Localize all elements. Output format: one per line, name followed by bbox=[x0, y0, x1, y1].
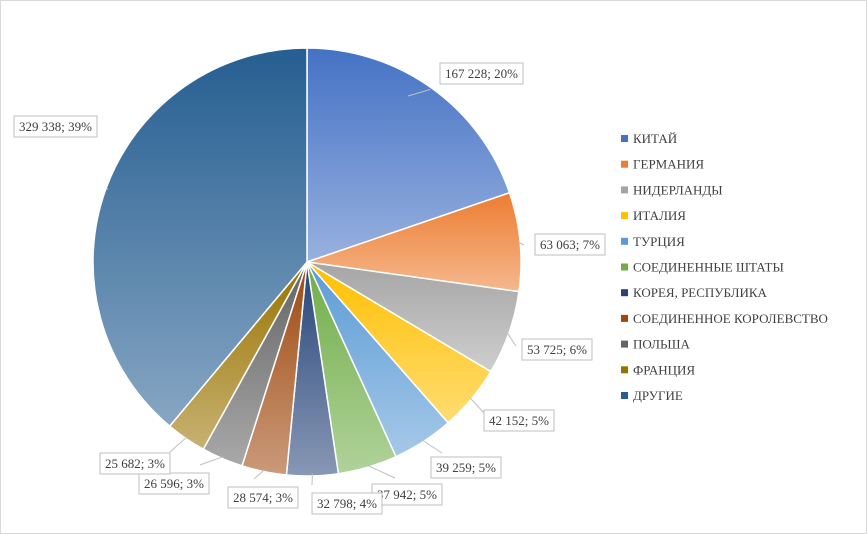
data-label-box bbox=[227, 486, 299, 509]
legend-label-соединенные-штаты: СОЕДИНЕННЫЕ ШТАТЫ bbox=[633, 260, 784, 275]
leader-line bbox=[199, 456, 224, 466]
legend-swatch-германия bbox=[621, 160, 628, 168]
data-label-box bbox=[138, 472, 210, 495]
data-label-италия: 42 152; 5% bbox=[489, 413, 549, 428]
legend: КИТАЙ ГЕРМАНИЯ НИДЕРЛАНДЫ ИТАЛИЯ ТУРЦИЯ СОЕДИ… bbox=[621, 131, 828, 403]
leader-line bbox=[506, 332, 517, 347]
legend-label-германия: ГЕРМАНИЯ bbox=[633, 157, 704, 172]
leader-line bbox=[469, 397, 485, 414]
data-label-китай: 167 228; 20% bbox=[445, 66, 518, 81]
legend-swatch-италия bbox=[621, 212, 628, 220]
legend-swatch-другие bbox=[621, 392, 628, 399]
leader-lines bbox=[106, 89, 525, 486]
leader-line bbox=[517, 241, 525, 246]
legend-swatch-франция bbox=[621, 366, 628, 374]
data-label-польша: 26 596; 3% bbox=[144, 476, 204, 491]
data-labels: 167 228; 20% 63 063; 7% 53 725; 6% 42 152; … bbox=[13, 62, 606, 515]
data-label-box bbox=[311, 492, 383, 515]
data-label-box bbox=[521, 338, 593, 361]
data-label-box bbox=[439, 62, 524, 85]
data-label-box bbox=[430, 456, 502, 479]
pie-slice-другие bbox=[92, 47, 308, 428]
legend-swatch-соединенные-штаты bbox=[621, 263, 628, 271]
legend-label-другие: ДРУГИЕ bbox=[633, 388, 683, 403]
data-label-германия: 63 063; 7% bbox=[540, 237, 600, 252]
legend-label-соединенное-королевство: СОЕДИНЕННОЕ КОРОЛЕВСТВО bbox=[633, 311, 828, 326]
legend-swatch-соединенное-королевство bbox=[621, 314, 628, 322]
leader-line bbox=[407, 89, 431, 97]
leader-line bbox=[169, 436, 188, 453]
data-label-box bbox=[99, 452, 171, 475]
legend-swatch-нидерланды bbox=[621, 186, 628, 194]
legend-label-нидерланды: НИДЕРЛАНДЫ bbox=[633, 182, 723, 197]
legend-label-китай: КИТАЙ bbox=[633, 131, 677, 146]
data-label-box bbox=[483, 409, 555, 432]
leader-line bbox=[366, 464, 396, 479]
leader-line bbox=[106, 187, 109, 190]
data-label-франция: 25 682; 3% bbox=[105, 456, 165, 471]
legend-swatch-турция bbox=[621, 237, 628, 245]
legend-label-польша: ПОЛЬША bbox=[633, 337, 691, 352]
pie-slice-германия bbox=[306, 191, 522, 293]
leader-line bbox=[421, 439, 443, 454]
data-label-турция: 39 259; 5% bbox=[436, 460, 496, 475]
pie-slice-китай bbox=[306, 47, 511, 264]
legend-swatch-польша bbox=[621, 340, 628, 348]
legend-label-италия: ИТАЛИЯ bbox=[633, 208, 686, 223]
legend-label-турция: ТУРЦИЯ bbox=[633, 234, 685, 249]
data-label-box bbox=[13, 115, 98, 138]
data-label-соединенные-штаты: 37 942; 5% bbox=[377, 487, 437, 502]
data-label-другие: 329 338; 39% bbox=[19, 119, 92, 134]
data-label-корея-республика: 32 798; 4% bbox=[317, 496, 377, 511]
legend-label-франция: ФРАНЦИЯ bbox=[633, 362, 695, 377]
data-label-нидерланды: 53 725; 6% bbox=[527, 342, 587, 357]
legend-label-корея-республика: КОРЕЯ, РЕСПУБЛИКА bbox=[633, 285, 768, 300]
legend-swatch-китай bbox=[621, 135, 628, 142]
data-label-box bbox=[534, 233, 606, 256]
legend-swatch-корея-республика bbox=[621, 289, 628, 297]
pie-slices bbox=[92, 47, 522, 477]
leader-line bbox=[253, 469, 265, 480]
data-label-соединенное-королевство: 28 574; 3% bbox=[233, 490, 293, 505]
